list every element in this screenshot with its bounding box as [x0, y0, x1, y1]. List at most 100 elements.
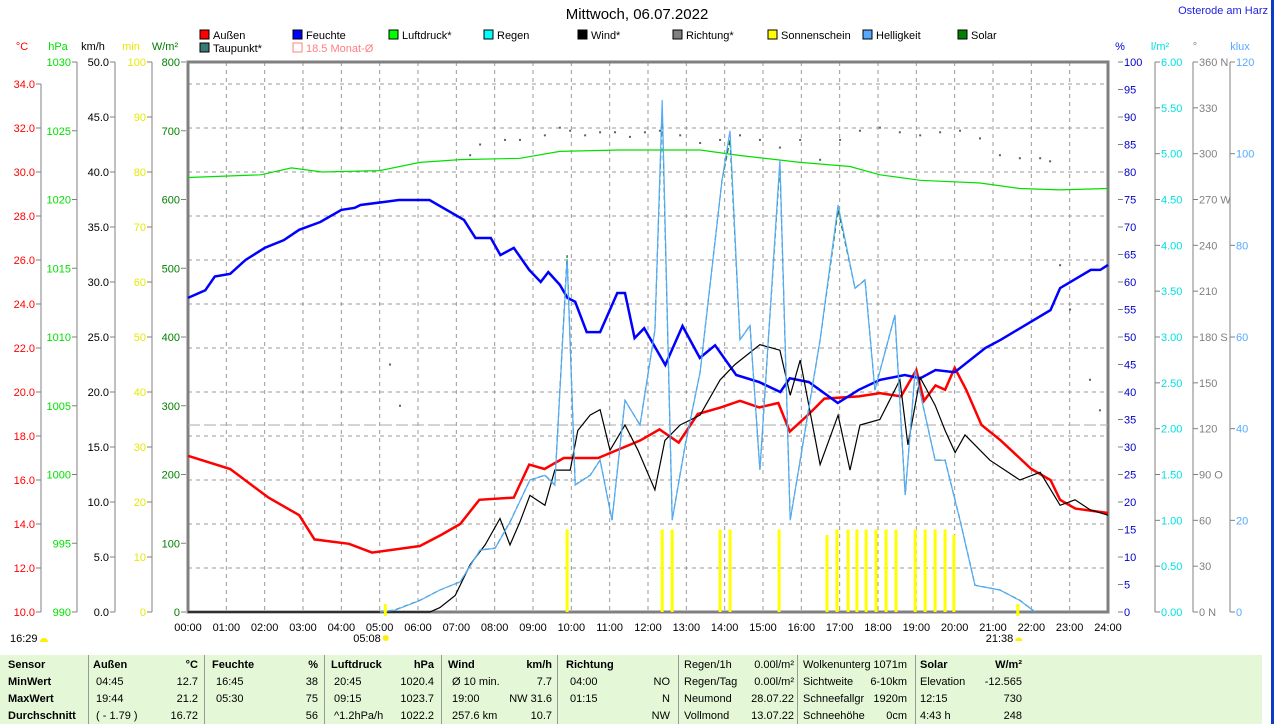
x-tick-label: 12:00	[634, 622, 662, 634]
legend-swatch	[957, 29, 968, 40]
direction-point	[1088, 378, 1091, 381]
cell-value: ( - 1.79 )	[96, 710, 138, 722]
table-header: Wind	[448, 659, 475, 671]
stats-table: Sensor Außen °C Feuchte% Luftdruck hPa Wind km/…	[0, 655, 1262, 724]
direction-tick-label: 120	[1199, 424, 1217, 436]
sunshine-bar	[864, 529, 868, 612]
direction-point	[1069, 308, 1072, 311]
legend-swatch	[292, 42, 303, 53]
humidity-tick-label: 15	[1124, 525, 1136, 537]
legend-label: 18.5 Monat-Ø	[306, 43, 374, 55]
solar-tick-label: 700	[162, 126, 180, 138]
table-divider	[797, 655, 798, 724]
cell-label: Schneefallgr	[803, 693, 865, 705]
sunshine-bar	[913, 529, 917, 612]
humidity-tick-label: 80	[1124, 167, 1136, 179]
humidity-tick-label: 55	[1124, 305, 1136, 317]
solar-tick-label: 400	[162, 332, 180, 344]
plot-frame	[186, 60, 1110, 614]
direction-tick-label: 30	[1199, 561, 1211, 573]
direction-tick-label: 270 W	[1199, 195, 1231, 207]
humidity-tick-label: 30	[1124, 442, 1136, 454]
sunshine-tick-label: 60	[134, 277, 146, 289]
direction-point	[599, 131, 602, 134]
direction-point	[504, 138, 507, 141]
solar-tick-label: 200	[162, 470, 180, 482]
sunshine-bar	[894, 529, 898, 612]
wind-tick-label: 35.0	[88, 222, 109, 234]
x-tick-label: 15:00	[749, 622, 777, 634]
sunshine-bar	[855, 529, 859, 612]
humidity-tick-label: 90	[1124, 112, 1136, 124]
table-header: Luftdruck	[331, 659, 382, 671]
row-label: MaxWert	[8, 693, 54, 705]
sunshine-tick-label: 90	[134, 112, 146, 124]
direction-axis-unit: °	[1193, 41, 1197, 53]
x-tick-label: 14:00	[711, 622, 739, 634]
rain-tick-label: 4.50	[1161, 195, 1182, 207]
sunshine-tick-label: 40	[134, 387, 146, 399]
sunshine-bar	[933, 529, 937, 612]
cell-value: 04:00	[570, 676, 598, 688]
cell-value: N	[662, 693, 670, 705]
legend-label: Helligkeit	[876, 30, 921, 42]
temp-tick-label: 28.0	[14, 211, 35, 223]
sunrise-marker	[383, 604, 387, 616]
cell-value: 13.07.22	[751, 710, 794, 722]
direction-point	[858, 129, 861, 132]
x-tick-label: 01:00	[213, 622, 241, 634]
cell-value: 730	[1003, 693, 1022, 705]
x-tick-label: 18:00	[864, 622, 892, 634]
sunshine-bar	[660, 529, 664, 612]
brightness-tick-label: 120	[1236, 57, 1254, 69]
humidity-tick-label: 20	[1124, 497, 1136, 509]
direction-point	[1039, 157, 1042, 160]
pressure-tick-label: 1010	[47, 332, 71, 344]
x-tick-label: 17:00	[826, 622, 854, 634]
pressure-tick-label: 995	[53, 538, 71, 550]
pressure-axis-unit: hPa	[48, 41, 68, 53]
direction-tick-label: 60	[1199, 515, 1211, 527]
cell-label: Regen/1h	[684, 659, 732, 671]
series-line-wind	[188, 344, 1109, 613]
cell-label: Solar	[920, 659, 948, 671]
x-tick-label: 09:00	[519, 622, 547, 634]
direction-point	[739, 134, 741, 137]
humidity-tick-label: 65	[1124, 250, 1136, 262]
cell-value: 12.7	[176, 676, 198, 688]
wind-axis-unit: km/h	[81, 41, 105, 53]
wind-tick-label: 0.0	[94, 607, 109, 619]
cell-value: NW 31.6	[509, 693, 552, 705]
table-divider	[88, 655, 89, 724]
current-time: 16:29	[10, 633, 38, 645]
sunshine-bar	[952, 535, 956, 612]
table-header: km/h	[526, 659, 552, 671]
direction-point	[584, 134, 587, 137]
rain-tick-label: 2.50	[1161, 378, 1182, 390]
cloud-sun-icon	[40, 638, 48, 642]
legend-swatch	[199, 42, 210, 53]
direction-point	[1049, 160, 1052, 163]
cell-value: NO	[653, 676, 671, 688]
pressure-tick-label: 1000	[47, 470, 71, 482]
brightness-tick-label: 0	[1236, 607, 1242, 619]
cell-value: 248	[1003, 710, 1022, 722]
location-label[interactable]: Osterode am Harz	[1178, 5, 1268, 17]
rain-tick-label: 5.50	[1161, 103, 1182, 115]
humidity-tick-label: 95	[1124, 85, 1136, 97]
legend-swatch	[292, 29, 303, 40]
cell-label: 12:15	[920, 693, 948, 705]
cell-value: 56	[305, 710, 318, 722]
wind-tick-label: 25.0	[88, 332, 109, 344]
humidity-tick-label: 35	[1124, 415, 1136, 427]
legend-swatch	[672, 29, 683, 40]
wind-tick-label: 30.0	[88, 277, 109, 289]
table-header: Sensor	[8, 659, 46, 671]
table-divider	[441, 655, 442, 724]
solar-tick-label: 300	[162, 401, 180, 413]
direction-point	[389, 363, 392, 366]
direction-point	[658, 129, 661, 132]
direction-point	[878, 126, 881, 129]
solar-tick-label: 500	[162, 263, 180, 275]
solar-tick-label: 100	[162, 538, 180, 550]
